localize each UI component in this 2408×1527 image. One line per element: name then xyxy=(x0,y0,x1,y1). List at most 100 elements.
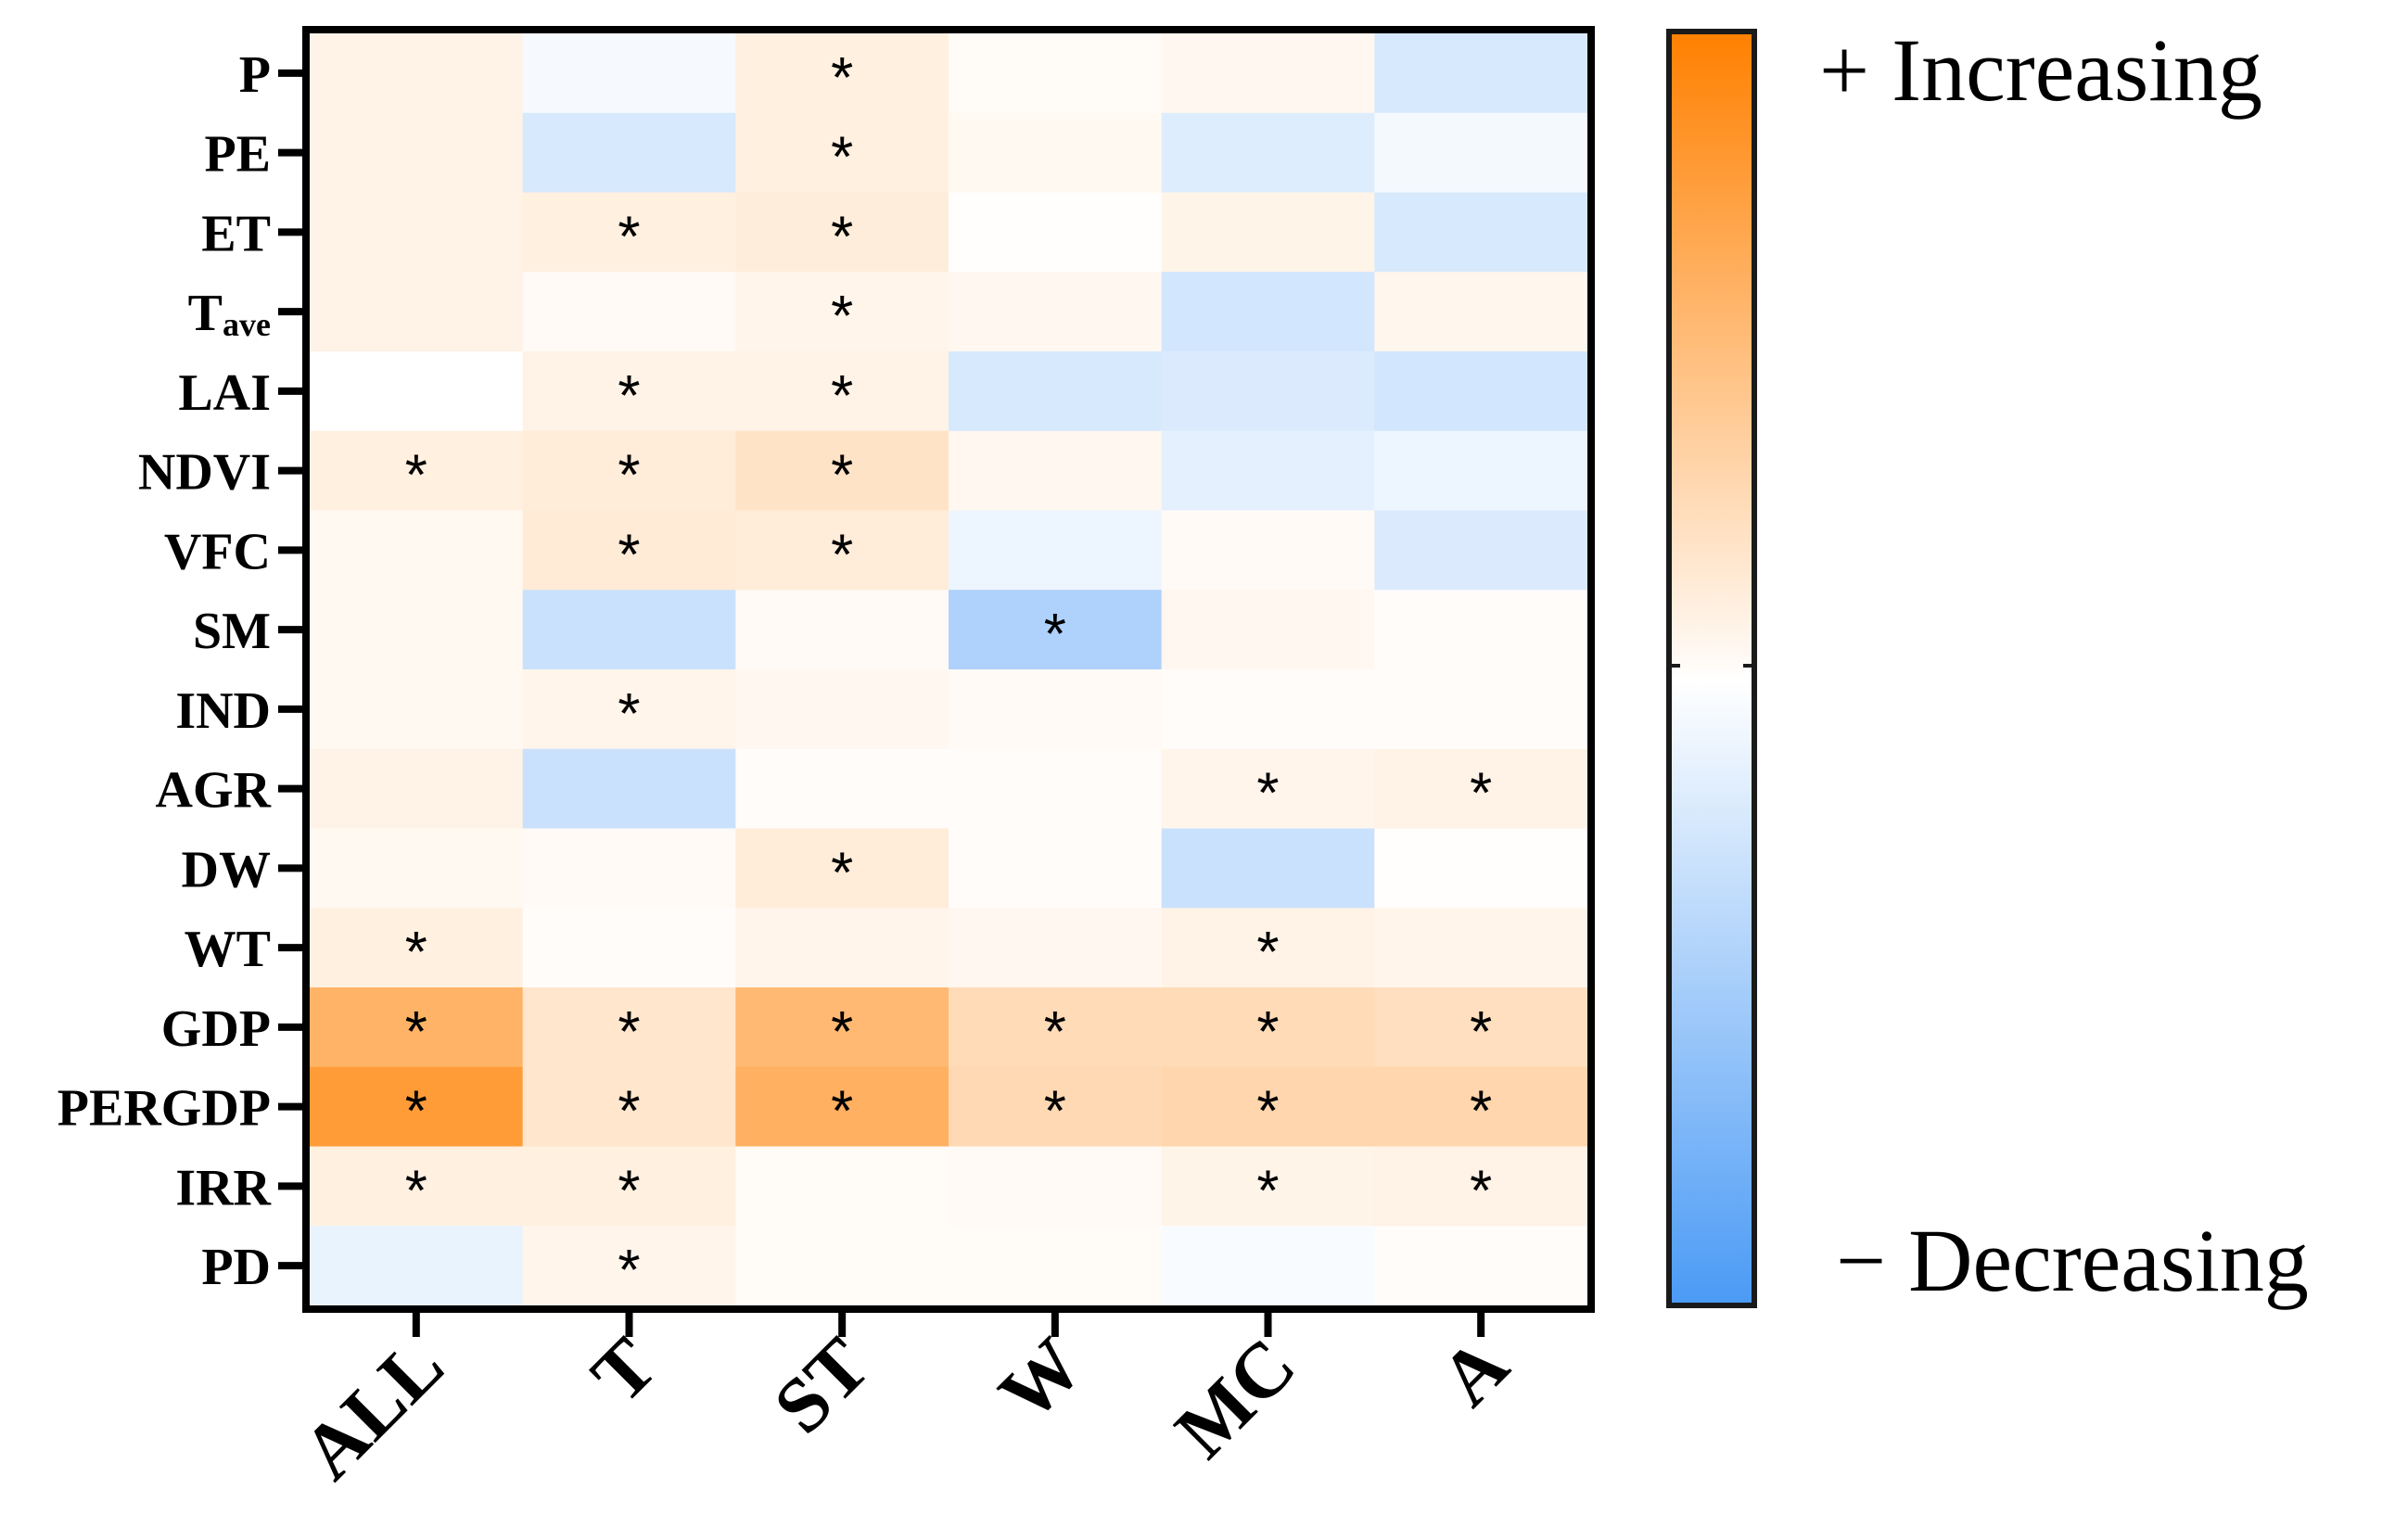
heatmap-cell xyxy=(1374,590,1588,670)
heatmap-cell xyxy=(949,272,1163,352)
column-label: W xyxy=(983,1322,1099,1438)
row-labels: P PE ET Tave LAI NDVI VFC SM IND AGR DW WT GDP PERGDP… xyxy=(57,46,306,1296)
row-label: PERGDP xyxy=(57,1080,271,1138)
heatmap-cell xyxy=(310,828,524,909)
heatmap-cell xyxy=(310,112,524,194)
row-label: PD xyxy=(201,1239,271,1296)
heatmap-cell xyxy=(522,510,736,591)
significance-star: * xyxy=(831,205,853,269)
heatmap-cell xyxy=(522,33,736,114)
significance-star: * xyxy=(1256,1080,1279,1144)
colorbar xyxy=(1666,29,1757,1308)
heatmap-cell xyxy=(1161,1066,1375,1148)
heatmap-cell xyxy=(522,748,736,830)
heatmap-cell xyxy=(1374,33,1588,114)
significance-star: * xyxy=(831,841,853,905)
row-label: NDVI xyxy=(138,444,271,502)
heatmap-cell xyxy=(949,669,1163,750)
significance-star: * xyxy=(618,1080,640,1144)
heatmap-cell xyxy=(1161,590,1375,670)
significance-star: * xyxy=(618,1000,640,1064)
row-label: IND xyxy=(175,682,271,740)
significance-star: * xyxy=(831,285,853,349)
heatmap-cell xyxy=(1374,272,1588,352)
heatmap-cell xyxy=(735,510,949,591)
heatmap-cell xyxy=(310,908,524,988)
heatmap-cell xyxy=(310,1146,524,1227)
significance-star: * xyxy=(405,921,427,985)
column-label: ALL xyxy=(286,1322,460,1496)
significance-star: * xyxy=(831,1080,853,1144)
heatmap-cell xyxy=(1374,430,1588,512)
heatmap-cell xyxy=(522,1146,736,1227)
heatmap-cell xyxy=(1374,192,1588,273)
heatmap-cell xyxy=(310,33,524,114)
significance-star: * xyxy=(618,444,640,508)
significance-star: * xyxy=(1470,1080,1492,1144)
heatmap-cell xyxy=(522,430,736,512)
heatmap-cell xyxy=(735,987,949,1068)
significance-markers: * * * * * * * * * * * * * * * * * * * * * * * * * * * * * * * * * * * * xyxy=(405,46,1492,1303)
row-label: VFC xyxy=(164,523,271,580)
heatmap-cell xyxy=(522,987,736,1068)
column-label: MC xyxy=(1159,1322,1312,1475)
heatmap-cell xyxy=(310,351,524,432)
column-label: T xyxy=(576,1322,673,1419)
significance-star: * xyxy=(831,523,853,587)
heatmap-cell xyxy=(522,272,736,352)
significance-star: * xyxy=(1044,603,1066,667)
heatmap-cell xyxy=(1161,1226,1375,1306)
row-label: LAI xyxy=(178,364,271,422)
heatmap-cell xyxy=(1161,1146,1375,1227)
row-label: ET xyxy=(201,205,271,262)
heatmap-cell xyxy=(1374,987,1588,1068)
legend-high-label: + Increasing xyxy=(1819,20,2262,120)
heatmap-cell xyxy=(735,112,949,194)
heatmap-cell xyxy=(522,112,736,194)
significance-star: * xyxy=(1470,1000,1492,1064)
column-label: A xyxy=(1424,1321,1525,1422)
heatmap-cell xyxy=(310,272,524,352)
heatmap-cell xyxy=(522,590,736,670)
significance-star: * xyxy=(618,682,640,746)
heatmap-cell xyxy=(949,1066,1163,1148)
heatmap-cell xyxy=(310,510,524,591)
heatmap-cell xyxy=(1374,828,1588,909)
heatmap-cell xyxy=(1161,828,1375,909)
heatmap-cell xyxy=(1374,669,1588,750)
significance-star: * xyxy=(618,364,640,428)
heatmap-cell xyxy=(1374,351,1588,432)
heatmap-cell xyxy=(522,1066,736,1148)
significance-star: * xyxy=(405,1080,427,1144)
heatmap-cell xyxy=(949,987,1163,1068)
heatmap-cell xyxy=(522,1226,736,1306)
significance-star: * xyxy=(618,205,640,269)
significance-star: * xyxy=(405,444,427,508)
legend-low-label: − Decreasing xyxy=(1836,1211,2309,1310)
heatmap-cell xyxy=(522,828,736,909)
heatmap-cell xyxy=(949,430,1163,512)
heatmap-cell xyxy=(735,1066,949,1148)
heatmap-cell xyxy=(735,590,949,670)
heatmap-cell xyxy=(735,669,949,750)
heatmap-cell xyxy=(735,351,949,432)
heatmap-cell xyxy=(522,908,736,988)
heatmap-cell xyxy=(310,748,524,830)
heatmap-cell xyxy=(310,1226,524,1306)
heatmap-cell xyxy=(949,1226,1163,1306)
heatmap-cell xyxy=(1161,192,1375,273)
row-label: P xyxy=(239,46,271,104)
row-label: AGR xyxy=(156,762,272,820)
heatmap-cell xyxy=(1161,987,1375,1068)
heatmap-cell xyxy=(735,828,949,909)
row-label: GDP xyxy=(161,1000,271,1058)
significance-star: * xyxy=(1256,1159,1279,1223)
heatmap-cell xyxy=(522,669,736,750)
heatmap-cell xyxy=(1161,33,1375,114)
row-label: WT xyxy=(185,921,271,978)
significance-star: * xyxy=(618,523,640,587)
heatmap-cell xyxy=(1161,908,1375,988)
significance-star: * xyxy=(1256,762,1279,826)
heatmap-cell xyxy=(1161,272,1375,352)
